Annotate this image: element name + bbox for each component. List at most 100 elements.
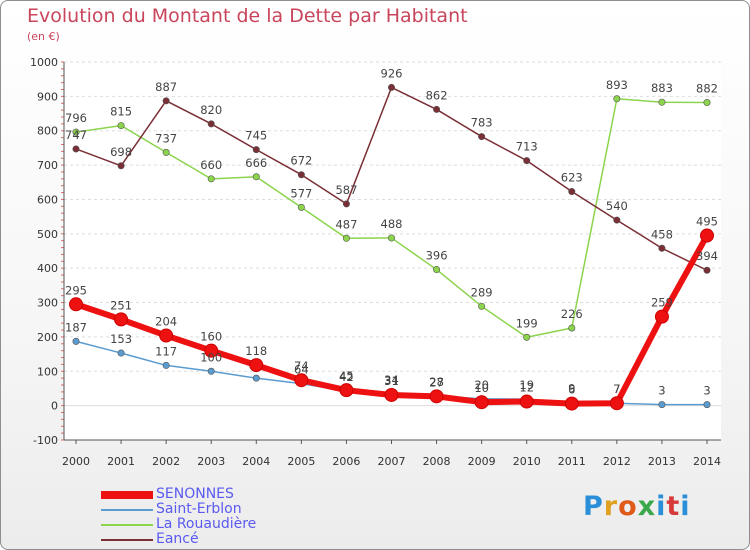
data-point-la-rouaudiere	[613, 95, 621, 103]
data-point-saint-erblon	[207, 367, 215, 375]
data-point-la-rouaudiere	[72, 128, 80, 136]
data-point-la-rouaudiere	[478, 302, 486, 310]
legend-swatch-la-rouaudiere	[101, 524, 153, 526]
x-tick-label: 2010	[513, 455, 541, 468]
logo-letter: i	[680, 491, 691, 522]
data-point-la-rouaudiere	[297, 203, 305, 211]
logo-letter: o	[618, 491, 638, 522]
y-tick-label: 700	[37, 159, 58, 172]
data-label-saint-erblon: 153	[110, 332, 132, 346]
data-point-saint-erblon	[658, 401, 666, 409]
data-label-senonnes: 7	[613, 382, 620, 396]
data-label-saint-erblon: 34	[384, 373, 399, 387]
x-tick-label: 2001	[107, 455, 135, 468]
data-label-eance: 820	[200, 103, 222, 117]
data-point-la-rouaudiere	[342, 234, 350, 242]
legend-swatch-saint-erblon	[101, 509, 153, 511]
logo-letter: t	[666, 491, 681, 522]
data-point-la-rouaudiere	[658, 98, 666, 106]
data-label-saint-erblon: 187	[65, 320, 87, 334]
x-tick-label: 2012	[603, 455, 631, 468]
data-label-eance: 458	[651, 227, 673, 241]
data-point-senonnes	[654, 309, 669, 324]
data-label-la-rouaudiere: 815	[110, 105, 132, 119]
data-point-la-rouaudiere	[568, 324, 576, 332]
data-label-saint-erblon: 3	[658, 384, 665, 398]
x-tick-label: 2009	[468, 455, 496, 468]
data-point-eance	[703, 266, 711, 274]
axis-layer: -100 0 100 200 300 400 500 600 700 800 900 1000 2000…	[30, 56, 721, 468]
data-point-senonnes	[384, 387, 399, 402]
data-label-saint-erblon: 3	[703, 384, 710, 398]
data-point-senonnes	[519, 394, 534, 409]
data-label-senonnes: 27	[429, 375, 444, 389]
data-label-eance: 926	[381, 66, 403, 80]
data-point-senonnes	[294, 373, 309, 388]
y-tick-label: -100	[33, 434, 58, 447]
data-point-senonnes	[159, 328, 174, 343]
logo-letter: x	[637, 491, 657, 522]
y-tick-label: 1000	[30, 56, 58, 69]
data-label-eance: 394	[696, 249, 718, 263]
x-tick-label: 2005	[287, 455, 315, 468]
data-label-senonnes: 10	[474, 381, 489, 395]
logo-letter: P	[583, 491, 604, 522]
x-tick-label: 2007	[378, 455, 406, 468]
y-tick-label: 200	[37, 331, 58, 344]
data-label-senonnes: 31	[384, 374, 399, 388]
data-label-eance: 747	[65, 128, 87, 142]
data-point-senonnes	[69, 297, 83, 312]
data-point-senonnes	[114, 312, 129, 327]
data-point-saint-erblon	[117, 349, 125, 357]
data-label-senonnes: 495	[696, 215, 718, 229]
data-label-la-rouaudiere: 199	[516, 316, 538, 330]
x-tick-label: 2000	[62, 455, 90, 468]
logo-letter: r	[603, 491, 619, 522]
y-tick-label: 0	[51, 400, 58, 413]
data-label-la-rouaudiere: 666	[245, 156, 267, 170]
data-point-senonnes	[564, 396, 579, 411]
data-point-eance	[523, 157, 531, 165]
data-label-senonnes: 251	[110, 298, 132, 312]
data-label-eance: 587	[335, 183, 357, 197]
logo-letter: i	[656, 491, 667, 522]
data-point-la-rouaudiere	[162, 148, 170, 156]
x-tick-label: 2006	[332, 455, 360, 468]
data-point-la-rouaudiere	[252, 173, 260, 181]
legend-label-saint-erblon: Saint-Erblon	[156, 501, 242, 517]
data-point-eance	[658, 244, 666, 252]
x-tick-label: 2003	[197, 455, 225, 468]
data-point-senonnes	[339, 383, 354, 398]
legend-label-senonnes: SENONNES	[156, 486, 234, 502]
data-label-saint-erblon: 100	[200, 350, 222, 364]
series-layer	[69, 83, 714, 411]
data-label-la-rouaudiere: 737	[155, 131, 177, 145]
data-point-la-rouaudiere	[117, 122, 125, 130]
data-point-la-rouaudiere	[387, 234, 395, 242]
x-tick-label: 2008	[423, 455, 451, 468]
chart-unit-label: (en €)	[27, 30, 60, 43]
data-point-la-rouaudiere	[703, 99, 711, 107]
y-tick-label: 500	[37, 228, 58, 241]
data-label-saint-erblon: 64	[294, 363, 309, 377]
legend-swatch-eance	[101, 539, 153, 541]
data-point-eance	[252, 146, 260, 154]
data-point-la-rouaudiere	[523, 333, 531, 341]
y-tick-label: 300	[37, 297, 58, 310]
data-label-la-rouaudiere: 893	[606, 78, 628, 92]
data-label-la-rouaudiere: 577	[290, 186, 312, 200]
data-point-saint-erblon	[252, 374, 260, 382]
data-label-senonnes: 259	[651, 296, 673, 310]
data-label-senonnes: 204	[155, 315, 177, 329]
data-point-la-rouaudiere	[207, 175, 215, 183]
data-label-senonnes: 45	[339, 369, 354, 383]
data-point-eance	[342, 200, 350, 208]
data-label-senonnes: 74	[294, 359, 309, 373]
data-point-saint-erblon	[72, 337, 80, 345]
data-point-senonnes	[204, 343, 219, 358]
data-label-eance: 698	[110, 145, 132, 159]
data-label-la-rouaudiere: 882	[696, 82, 718, 96]
proxiti-logo: Proxiti	[583, 491, 691, 522]
